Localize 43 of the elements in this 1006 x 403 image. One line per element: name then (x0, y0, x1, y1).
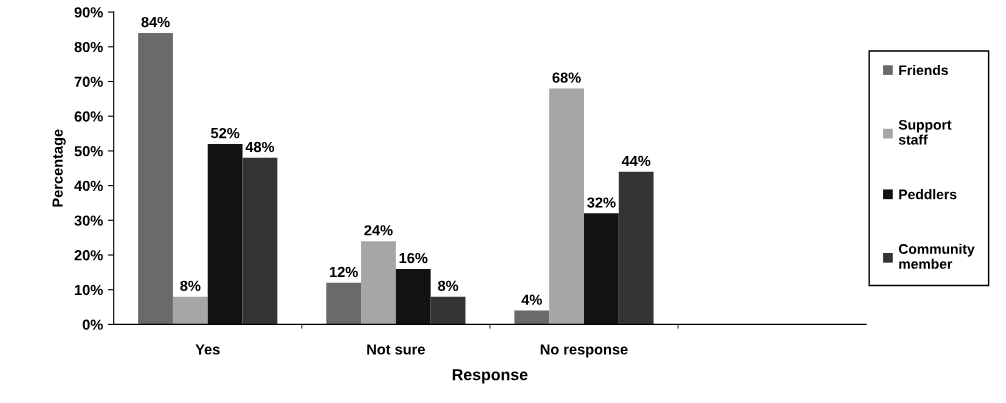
bar (430, 296, 466, 325)
data-label: 52% (211, 127, 240, 139)
y-tick-label: 90% (74, 7, 103, 18)
y-tick-label: 50% (74, 146, 103, 157)
bar (172, 296, 208, 325)
x-tick-label: Not sure (367, 344, 425, 355)
y-tick-label: 10% (74, 284, 103, 296)
data-label: 16% (399, 252, 428, 264)
legend-label: Friends (899, 64, 948, 76)
data-label: 8% (180, 280, 201, 291)
data-label: 44% (621, 155, 651, 167)
y-tick-label: 80% (74, 41, 103, 53)
bar (242, 157, 278, 325)
x-tick-label: Yes (195, 344, 220, 355)
data-label: 32% (587, 197, 616, 208)
y-axis-title: Percentage (52, 129, 66, 207)
data-label: 68% (552, 72, 581, 83)
y-tick-label: 40% (74, 180, 103, 192)
data-label: 24% (364, 225, 393, 236)
data-label: 8% (437, 280, 459, 291)
bar (395, 268, 431, 325)
bar (549, 88, 584, 325)
bar (583, 213, 619, 325)
y-tick-label: 60% (74, 111, 103, 122)
data-label: 84% (141, 16, 170, 28)
y-tick-label: 30% (74, 215, 103, 226)
bar (361, 241, 396, 325)
y-tick-label: 70% (74, 76, 103, 87)
legend-label: Support staff (898, 119, 952, 145)
x-tick-label: No response (540, 344, 628, 358)
x-axis-title: Response (452, 369, 528, 384)
data-label: 12% (329, 266, 358, 278)
bar (138, 32, 173, 325)
data-label: 48% (245, 141, 275, 153)
y-tick-label: 0% (82, 319, 103, 330)
bar (618, 171, 654, 325)
y-tick-label: 20% (74, 250, 103, 261)
bar (207, 143, 243, 325)
data-label: 4% (521, 294, 542, 305)
legend-label: Community member (898, 243, 975, 269)
legend-label: Peddlers (899, 189, 957, 200)
bar (514, 310, 550, 325)
bar (326, 282, 362, 325)
